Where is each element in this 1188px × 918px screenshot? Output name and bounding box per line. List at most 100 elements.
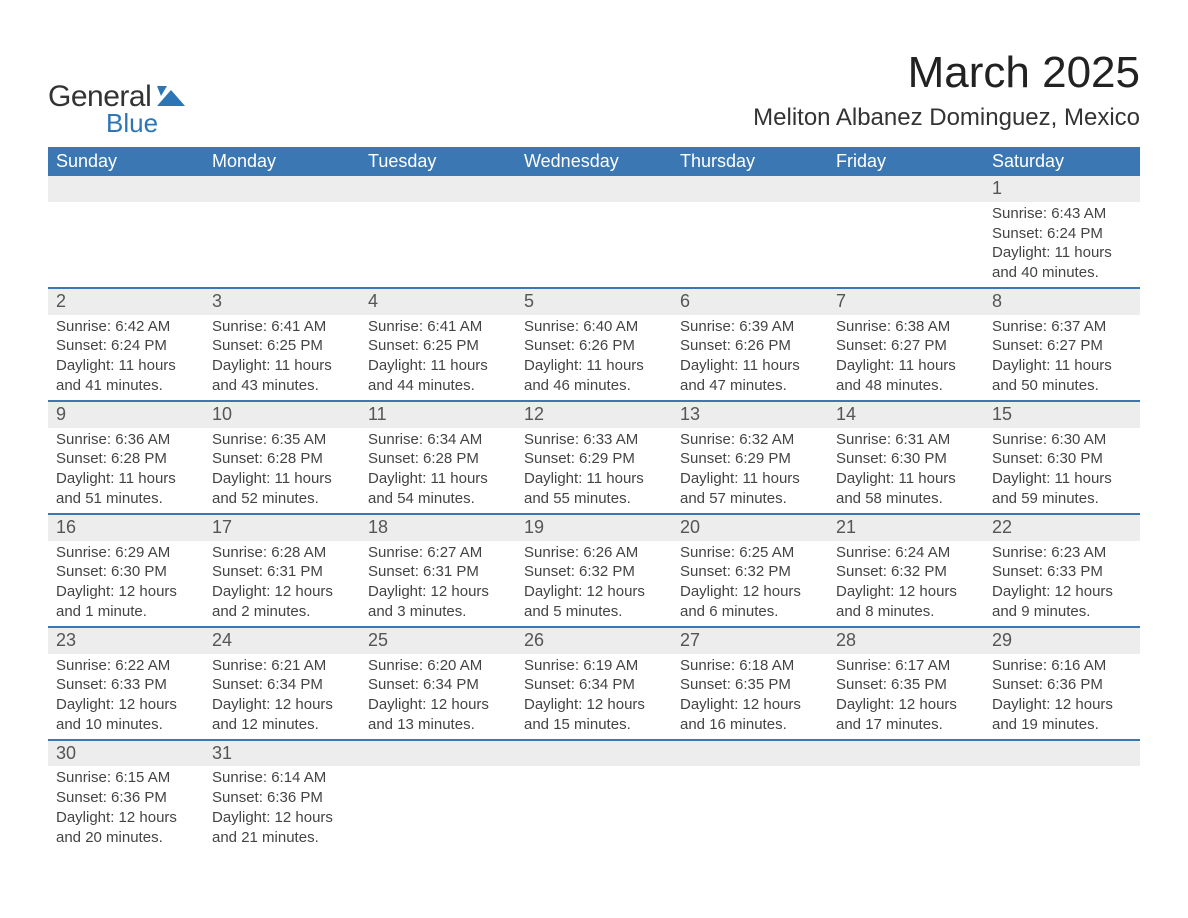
daylight-text: Daylight: 12 hours — [836, 582, 976, 602]
daylight-text: Daylight: 11 hours — [368, 356, 508, 376]
daylight-text: Daylight: 11 hours — [56, 356, 196, 376]
daylight-text: Daylight: 11 hours — [992, 469, 1132, 489]
day-cell: Sunrise: 6:22 AMSunset: 6:33 PMDaylight:… — [48, 654, 204, 740]
month-title: March 2025 — [753, 48, 1140, 98]
weekday-header: Monday — [204, 147, 360, 176]
day-number: 23 — [48, 627, 204, 654]
daylight-text: and 16 minutes. — [680, 715, 820, 735]
sunset-text: Sunset: 6:25 PM — [212, 336, 352, 356]
weekday-header-row: Sunday Monday Tuesday Wednesday Thursday… — [48, 147, 1140, 176]
daylight-text: and 46 minutes. — [524, 376, 664, 396]
daylight-text: Daylight: 12 hours — [56, 695, 196, 715]
sunset-text: Sunset: 6:31 PM — [212, 562, 352, 582]
daylight-text: and 12 minutes. — [212, 715, 352, 735]
day-cell: Sunrise: 6:18 AMSunset: 6:35 PMDaylight:… — [672, 654, 828, 740]
sunrise-text: Sunrise: 6:17 AM — [836, 656, 976, 676]
day-number: 20 — [672, 514, 828, 541]
day-number: 12 — [516, 401, 672, 428]
day-number — [360, 176, 516, 202]
daylight-text: and 15 minutes. — [524, 715, 664, 735]
day-number — [984, 740, 1140, 767]
location: Meliton Albanez Dominguez, Mexico — [753, 104, 1140, 132]
daylight-text: Daylight: 12 hours — [368, 695, 508, 715]
day-cell: Sunrise: 6:36 AMSunset: 6:28 PMDaylight:… — [48, 428, 204, 514]
daylight-text: Daylight: 12 hours — [56, 582, 196, 602]
day-number: 7 — [828, 288, 984, 315]
day-cell: Sunrise: 6:21 AMSunset: 6:34 PMDaylight:… — [204, 654, 360, 740]
logo-text-blue: Blue — [106, 108, 158, 139]
day-number: 8 — [984, 288, 1140, 315]
sunrise-text: Sunrise: 6:26 AM — [524, 543, 664, 563]
weekday-header: Tuesday — [360, 147, 516, 176]
sunrise-text: Sunrise: 6:34 AM — [368, 430, 508, 450]
daynum-row: 9101112131415 — [48, 401, 1140, 428]
day-number — [672, 176, 828, 202]
daylight-text: Daylight: 11 hours — [368, 469, 508, 489]
sunset-text: Sunset: 6:31 PM — [368, 562, 508, 582]
sunrise-text: Sunrise: 6:39 AM — [680, 317, 820, 337]
sunset-text: Sunset: 6:30 PM — [992, 449, 1132, 469]
daylight-text: and 41 minutes. — [56, 376, 196, 396]
day-cell: Sunrise: 6:41 AMSunset: 6:25 PMDaylight:… — [204, 315, 360, 401]
day-cell — [984, 766, 1140, 851]
day-number: 30 — [48, 740, 204, 767]
daylight-text: Daylight: 11 hours — [524, 469, 664, 489]
sunset-text: Sunset: 6:28 PM — [368, 449, 508, 469]
sunset-text: Sunset: 6:27 PM — [992, 336, 1132, 356]
sunset-text: Sunset: 6:34 PM — [524, 675, 664, 695]
sunset-text: Sunset: 6:34 PM — [212, 675, 352, 695]
daylight-text: and 44 minutes. — [368, 376, 508, 396]
day-cell: Sunrise: 6:38 AMSunset: 6:27 PMDaylight:… — [828, 315, 984, 401]
day-number: 4 — [360, 288, 516, 315]
daylight-text: Daylight: 12 hours — [212, 808, 352, 828]
daylight-text: and 19 minutes. — [992, 715, 1132, 735]
daylight-text: Daylight: 12 hours — [368, 582, 508, 602]
sunset-text: Sunset: 6:34 PM — [368, 675, 508, 695]
day-cell: Sunrise: 6:17 AMSunset: 6:35 PMDaylight:… — [828, 654, 984, 740]
day-number: 2 — [48, 288, 204, 315]
day-number: 17 — [204, 514, 360, 541]
sunset-text: Sunset: 6:32 PM — [836, 562, 976, 582]
day-cell: Sunrise: 6:33 AMSunset: 6:29 PMDaylight:… — [516, 428, 672, 514]
daynum-row: 16171819202122 — [48, 514, 1140, 541]
daylight-text: Daylight: 11 hours — [56, 469, 196, 489]
sunrise-text: Sunrise: 6:38 AM — [836, 317, 976, 337]
day-cell: Sunrise: 6:41 AMSunset: 6:25 PMDaylight:… — [360, 315, 516, 401]
daylight-text: Daylight: 11 hours — [212, 356, 352, 376]
daylight-text: Daylight: 12 hours — [212, 695, 352, 715]
day-number: 9 — [48, 401, 204, 428]
sunrise-text: Sunrise: 6:31 AM — [836, 430, 976, 450]
day-cell — [204, 202, 360, 288]
day-number: 16 — [48, 514, 204, 541]
sunset-text: Sunset: 6:35 PM — [836, 675, 976, 695]
sunrise-text: Sunrise: 6:37 AM — [992, 317, 1132, 337]
day-cell: Sunrise: 6:37 AMSunset: 6:27 PMDaylight:… — [984, 315, 1140, 401]
day-number — [516, 740, 672, 767]
daylight-text: and 5 minutes. — [524, 602, 664, 622]
sunrise-text: Sunrise: 6:40 AM — [524, 317, 664, 337]
day-number: 3 — [204, 288, 360, 315]
day-number — [828, 740, 984, 767]
day-cell: Sunrise: 6:24 AMSunset: 6:32 PMDaylight:… — [828, 541, 984, 627]
day-cell — [828, 202, 984, 288]
day-cell: Sunrise: 6:16 AMSunset: 6:36 PMDaylight:… — [984, 654, 1140, 740]
sunset-text: Sunset: 6:28 PM — [212, 449, 352, 469]
detail-row: Sunrise: 6:29 AMSunset: 6:30 PMDaylight:… — [48, 541, 1140, 627]
sunrise-text: Sunrise: 6:23 AM — [992, 543, 1132, 563]
sunrise-text: Sunrise: 6:41 AM — [212, 317, 352, 337]
daylight-text: and 50 minutes. — [992, 376, 1132, 396]
day-cell: Sunrise: 6:34 AMSunset: 6:28 PMDaylight:… — [360, 428, 516, 514]
daylight-text: Daylight: 11 hours — [680, 469, 820, 489]
day-cell: Sunrise: 6:14 AMSunset: 6:36 PMDaylight:… — [204, 766, 360, 851]
sunrise-text: Sunrise: 6:30 AM — [992, 430, 1132, 450]
sunrise-text: Sunrise: 6:41 AM — [368, 317, 508, 337]
daylight-text: Daylight: 11 hours — [992, 356, 1132, 376]
sunrise-text: Sunrise: 6:33 AM — [524, 430, 664, 450]
calendar-table: Sunday Monday Tuesday Wednesday Thursday… — [48, 147, 1140, 852]
day-cell: Sunrise: 6:30 AMSunset: 6:30 PMDaylight:… — [984, 428, 1140, 514]
daylight-text: Daylight: 12 hours — [836, 695, 976, 715]
day-cell — [516, 766, 672, 851]
day-number: 13 — [672, 401, 828, 428]
day-number: 21 — [828, 514, 984, 541]
day-cell — [672, 766, 828, 851]
